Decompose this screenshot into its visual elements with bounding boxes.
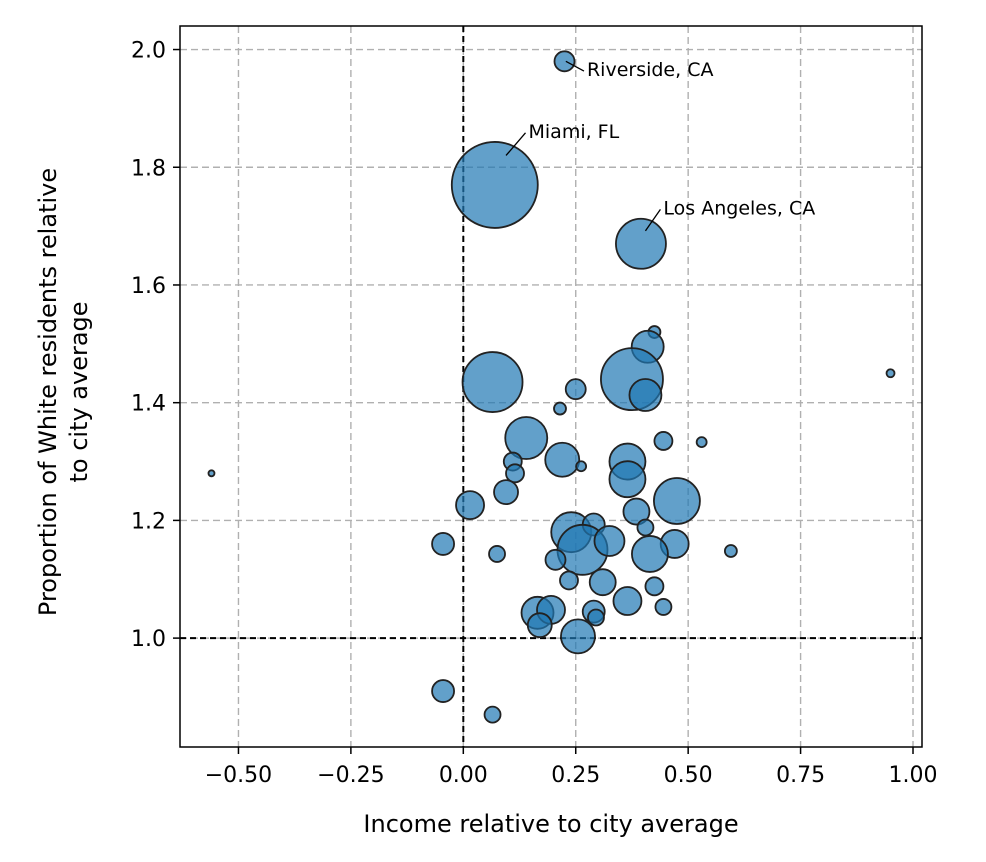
data-point [612, 586, 643, 616]
x-tick-label: 0.00 [439, 763, 488, 788]
data-point [636, 518, 655, 537]
data-point [608, 460, 647, 499]
y-tick-label: 1.6 [131, 274, 166, 299]
data-point [431, 532, 455, 556]
annotation-label: Miami, FL [529, 121, 620, 143]
data-point [559, 570, 579, 591]
x-tick-label: −0.50 [205, 763, 272, 788]
annotation-leader [565, 60, 585, 72]
data-point [564, 378, 587, 401]
annotation-label: Los Angeles, CA [663, 197, 815, 219]
plot-frame [179, 25, 923, 748]
data-point [575, 460, 588, 473]
y-tick-label: 1.2 [131, 509, 166, 534]
x-tick-label: 0.25 [551, 763, 600, 788]
y-axis-ticks: 1.0 1.2 1.4 1.6 1.8 2.0 [131, 39, 180, 652]
data-point [615, 217, 667, 270]
data-point [461, 351, 524, 413]
data-point [207, 469, 216, 478]
x-axis-label: Income relative to city average [363, 810, 738, 838]
data-point [653, 477, 701, 525]
data-point [723, 544, 738, 558]
data-point [455, 490, 485, 520]
data-point [631, 535, 669, 573]
data-point [695, 436, 708, 449]
x-tick-label: 0.50 [664, 763, 713, 788]
y-tick-label: 1.4 [131, 392, 166, 417]
data-point [654, 598, 673, 616]
data-point [587, 608, 605, 627]
data-point [593, 525, 626, 557]
data-point [450, 141, 539, 229]
data-point [628, 378, 663, 412]
y-tick-label: 1.0 [131, 627, 166, 652]
x-tick-label: 1.00 [889, 763, 938, 788]
x-tick-label: −0.25 [317, 763, 384, 788]
x-tick-label: 0.75 [776, 763, 825, 788]
annotation-leader [644, 208, 661, 232]
y-axis-label-line1: Proportion of White residents relative [34, 168, 62, 616]
data-point [544, 441, 581, 478]
x-axis-ticks: −0.50 −0.25 0.00 0.25 0.50 0.75 1.00 [205, 747, 938, 788]
data-point [544, 548, 567, 571]
data-point [553, 50, 576, 73]
data-point [504, 416, 549, 460]
data-points [207, 50, 896, 724]
y-tick-label: 2.0 [131, 39, 166, 64]
data-point [885, 368, 896, 379]
y-axis-label-line2: to city average [65, 301, 93, 482]
data-point [505, 463, 525, 484]
data-point [644, 576, 665, 597]
annotation-leader [505, 132, 527, 156]
data-point [526, 612, 553, 639]
data-point [653, 431, 674, 451]
data-point [622, 497, 651, 526]
data-point [431, 679, 455, 703]
y-tick-label: 1.8 [131, 156, 166, 181]
data-point [560, 618, 596, 655]
data-point [493, 479, 519, 506]
annotation-label: Riverside, CA [587, 59, 714, 81]
data-point [553, 401, 567, 416]
data-point [483, 705, 502, 724]
data-point [488, 545, 506, 563]
data-point [588, 568, 617, 597]
annotations: Riverside, CA Miami, FL Los Angeles, CA [505, 59, 815, 232]
